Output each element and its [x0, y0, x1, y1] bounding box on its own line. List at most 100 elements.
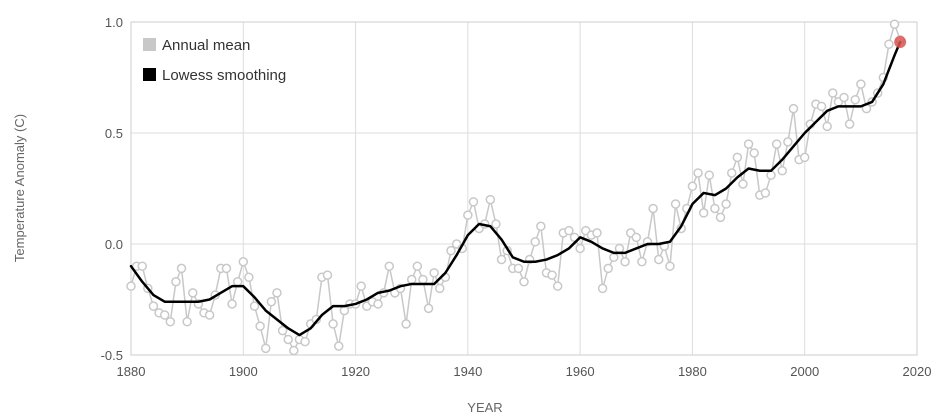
annual-mean-point[interactable]	[564, 225, 574, 236]
annual-mean-point[interactable]	[732, 152, 743, 163]
annual-mean-point[interactable]	[384, 261, 395, 271]
annual-mean-point[interactable]	[406, 274, 417, 285]
annual-mean-point[interactable]	[738, 179, 748, 189]
annual-mean-point[interactable]	[670, 199, 681, 209]
annual-mean-point[interactable]	[704, 170, 715, 180]
annual-mean-point[interactable]	[485, 194, 496, 205]
annual-mean-point[interactable]	[204, 310, 215, 320]
annual-mean-point[interactable]	[844, 119, 855, 129]
annual-mean-point[interactable]	[429, 268, 439, 278]
annual-mean-point[interactable]	[491, 219, 501, 229]
annual-mean-point[interactable]	[356, 281, 366, 291]
annual-mean-point[interactable]	[839, 92, 849, 103]
annual-mean-point[interactable]	[249, 301, 260, 311]
annual-mean-point[interactable]	[446, 245, 456, 256]
annual-mean-point[interactable]	[165, 316, 176, 327]
annual-mean-point[interactable]	[766, 170, 776, 180]
annual-mean-point[interactable]	[828, 88, 838, 98]
annual-mean-point[interactable]	[884, 39, 894, 49]
annual-mean-point[interactable]	[749, 148, 759, 158]
annual-mean-point[interactable]	[592, 228, 602, 238]
annual-mean-point[interactable]	[889, 19, 900, 29]
annual-mean-point[interactable]	[552, 281, 563, 291]
annual-mean-point[interactable]	[614, 243, 625, 254]
annual-mean-point[interactable]	[637, 257, 647, 267]
annual-mean-point[interactable]	[412, 261, 423, 271]
annual-mean-point[interactable]	[856, 79, 866, 89]
latest-point-marker[interactable]	[894, 35, 907, 48]
annual-mean-point[interactable]	[665, 261, 675, 271]
annual-mean-point[interactable]	[575, 243, 585, 254]
x-axis-title: YEAR	[467, 400, 502, 415]
annual-mean-point[interactable]	[232, 276, 243, 287]
annual-mean-point[interactable]	[272, 288, 282, 298]
annual-mean-point[interactable]	[547, 270, 557, 280]
annual-mean-point[interactable]	[300, 336, 310, 347]
annual-mean-point[interactable]	[760, 188, 771, 198]
annual-mean-point[interactable]	[159, 310, 170, 320]
annual-mean-point[interactable]	[687, 181, 698, 192]
annual-mean-point[interactable]	[816, 101, 827, 112]
annual-mean-point[interactable]	[221, 263, 232, 274]
y-axis-title: Temperature Anomaly (C)	[12, 114, 27, 262]
annual-mean-point[interactable]	[322, 270, 333, 280]
annual-mean-point[interactable]	[620, 257, 630, 267]
annual-mean-point[interactable]	[631, 232, 642, 243]
annual-mean-point[interactable]	[603, 263, 613, 274]
annual-mean-point[interactable]	[788, 103, 799, 114]
annual-mean-point[interactable]	[609, 252, 619, 263]
annual-mean-point[interactable]	[126, 281, 136, 291]
annual-mean-point[interactable]	[373, 299, 383, 309]
annual-mean-point[interactable]	[328, 319, 338, 329]
annual-mean-point[interactable]	[721, 199, 731, 209]
annual-mean-point[interactable]	[435, 283, 445, 294]
annual-mean-point[interactable]	[726, 168, 737, 178]
annual-mean-point[interactable]	[513, 263, 524, 274]
annual-mean-point[interactable]	[283, 334, 293, 345]
annual-mean-point[interactable]	[822, 121, 832, 132]
annual-mean-point[interactable]	[519, 276, 529, 287]
annual-mean-point[interactable]	[255, 321, 265, 331]
annual-mean-point[interactable]	[289, 345, 299, 356]
annual-mean-point[interactable]	[693, 168, 703, 178]
annual-mean-point[interactable]	[715, 212, 726, 223]
annual-mean-point[interactable]	[148, 301, 159, 311]
annual-mean-point[interactable]	[137, 261, 147, 271]
annual-mean-point[interactable]	[743, 139, 754, 149]
annual-mean-point[interactable]	[530, 237, 540, 247]
annual-mean-point[interactable]	[244, 272, 254, 283]
annual-mean-point[interactable]	[648, 203, 658, 214]
annual-mean-point[interactable]	[182, 316, 192, 327]
annual-mean-point[interactable]	[333, 341, 344, 351]
annual-mean-point[interactable]	[176, 263, 187, 274]
annual-mean-point[interactable]	[227, 299, 237, 309]
annual-mean-point[interactable]	[339, 305, 350, 316]
legend-swatch-lowess-smoothing[interactable]	[143, 68, 156, 81]
annual-mean-point[interactable]	[653, 254, 664, 265]
annual-mean-point[interactable]	[783, 137, 793, 147]
annual-mean-point[interactable]	[777, 165, 788, 176]
annual-mean-point[interactable]	[463, 210, 473, 220]
y-axis-tick-labels: -0.5 0.0 0.5 1.0	[101, 15, 123, 363]
annual-mean-point[interactable]	[277, 325, 288, 336]
annual-mean-point[interactable]	[418, 274, 428, 285]
annual-mean-point[interactable]	[266, 296, 277, 307]
annual-mean-point[interactable]	[188, 288, 198, 298]
annual-mean-point[interactable]	[799, 152, 810, 163]
annual-mean-point[interactable]	[171, 276, 181, 287]
legend-label-annual-mean[interactable]: Annual mean	[162, 37, 250, 54]
legend-label-lowess-smoothing[interactable]: Lowess smoothing	[162, 67, 286, 84]
annual-mean-point[interactable]	[401, 319, 411, 329]
annual-mean-point[interactable]	[496, 254, 507, 265]
annual-mean-point[interactable]	[238, 257, 249, 267]
annual-mean-point[interactable]	[536, 221, 546, 231]
annual-mean-point[interactable]	[710, 203, 720, 214]
annual-mean-point[interactable]	[771, 139, 782, 149]
annual-mean-point[interactable]	[597, 283, 608, 294]
annual-mean-point[interactable]	[423, 303, 434, 314]
annual-mean-point[interactable]	[468, 197, 479, 207]
annual-mean-point[interactable]	[850, 94, 860, 105]
legend-swatch-annual-mean[interactable]	[143, 38, 156, 51]
annual-mean-point[interactable]	[698, 208, 709, 218]
annual-mean-point[interactable]	[260, 343, 271, 354]
